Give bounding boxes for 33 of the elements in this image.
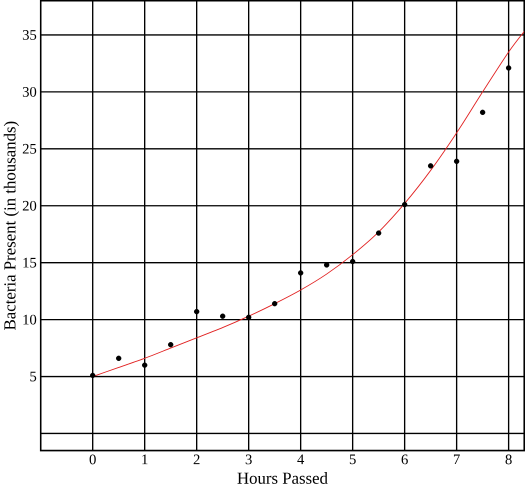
point bbox=[454, 158, 460, 164]
x-tick-label: 7 bbox=[454, 454, 460, 464]
point bbox=[142, 362, 148, 368]
x-tick-label: 0 bbox=[90, 454, 96, 465]
x-tick-label: 4 bbox=[297, 454, 304, 464]
point bbox=[298, 270, 304, 276]
x-axis-title: Hours Passed bbox=[237, 472, 328, 484]
y-tick-label: 15 bbox=[23, 258, 36, 268]
x-tick-label: 3 bbox=[246, 454, 252, 465]
point bbox=[376, 230, 382, 236]
point bbox=[194, 309, 200, 315]
point bbox=[428, 163, 434, 169]
y-tick-label: 10 bbox=[23, 314, 36, 325]
point bbox=[220, 314, 226, 320]
y-tick-label: 5 bbox=[30, 372, 36, 382]
y-tick-label: 20 bbox=[22, 201, 36, 211]
x-tick-label: 6 bbox=[402, 454, 408, 465]
point bbox=[116, 356, 122, 362]
x-tick-label: 8 bbox=[506, 454, 512, 465]
point bbox=[350, 259, 356, 264]
y-tick-label: 30 bbox=[22, 87, 36, 97]
point bbox=[90, 372, 96, 378]
x-tick-label: 2 bbox=[194, 454, 200, 464]
y-tick-label: 35 bbox=[22, 30, 36, 40]
y-tick-label: 25 bbox=[22, 144, 36, 154]
x-tick-label: 1 bbox=[142, 454, 148, 464]
point bbox=[506, 65, 512, 71]
point bbox=[480, 110, 486, 116]
point bbox=[402, 202, 408, 208]
point bbox=[168, 342, 174, 348]
point bbox=[272, 301, 278, 307]
y-axis-title: Bacteria Present (in thousands) bbox=[4, 122, 19, 330]
x-tick-label: 5 bbox=[350, 454, 356, 464]
